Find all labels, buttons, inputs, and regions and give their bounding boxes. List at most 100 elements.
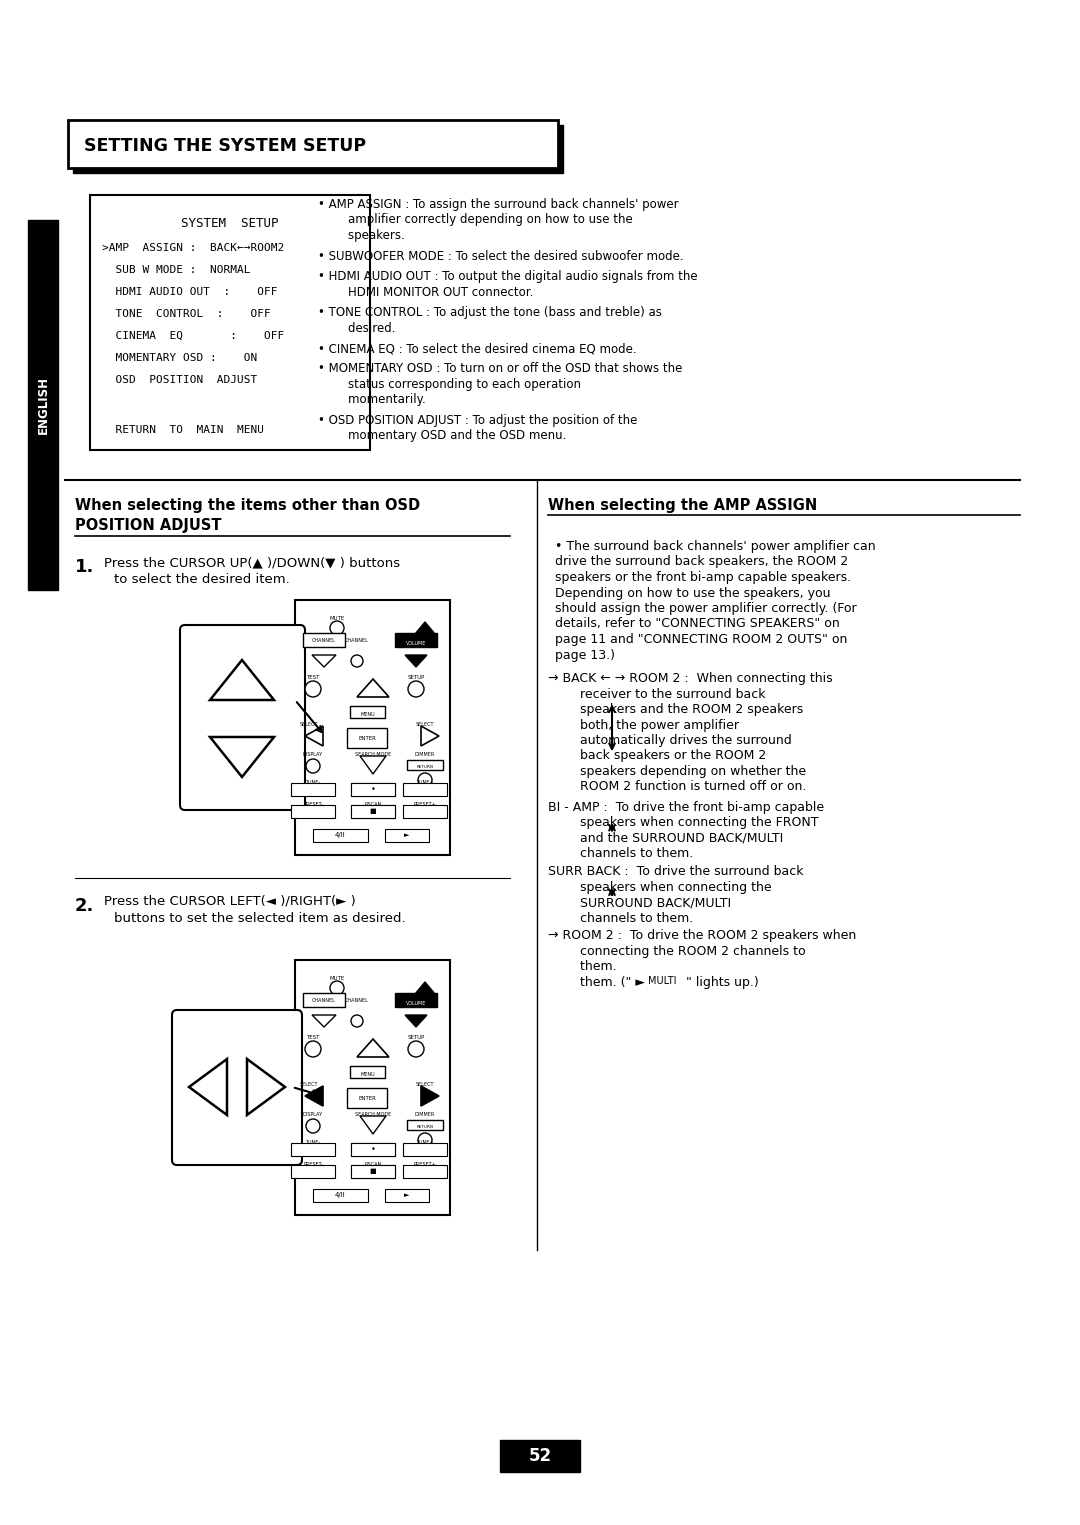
- Text: • AMP ASSIGN : To assign the surround back channels' power: • AMP ASSIGN : To assign the surround ba…: [318, 198, 678, 210]
- Text: speakers when connecting the: speakers when connecting the: [548, 880, 771, 894]
- Text: CINEMA  EQ       :    OFF: CINEMA EQ : OFF: [102, 331, 284, 342]
- Text: " lights up.): " lights up.): [686, 976, 759, 990]
- Bar: [350, 1066, 384, 1078]
- Bar: [303, 633, 345, 647]
- Bar: [351, 1165, 395, 1177]
- Text: Press the CURSOR LEFT(◄ )/RIGHT(► ): Press the CURSOR LEFT(◄ )/RIGHT(► ): [104, 895, 355, 907]
- Text: • TONE CONTROL : To adjust the tone (bass and treble) as: • TONE CONTROL : To adjust the tone (bas…: [318, 307, 662, 319]
- Text: ENTER: ENTER: [359, 1095, 376, 1101]
- Text: VOLUME: VOLUME: [406, 1000, 427, 1007]
- Text: ENGLISH: ENGLISH: [37, 377, 50, 435]
- Polygon shape: [360, 1116, 386, 1135]
- Text: VOLUME: VOLUME: [406, 640, 427, 647]
- Text: RETURN: RETURN: [417, 1125, 433, 1128]
- Text: momentarily.: momentarily.: [318, 393, 426, 407]
- Bar: [303, 993, 345, 1007]
- Text: TUNE-: TUNE-: [306, 1141, 321, 1145]
- Circle shape: [306, 1119, 320, 1133]
- Text: TEST: TEST: [307, 676, 320, 680]
- Text: • OSD POSITION ADJUST : To adjust the position of the: • OSD POSITION ADJUST : To adjust the po…: [318, 413, 637, 427]
- Bar: [351, 782, 395, 796]
- Bar: [291, 805, 335, 817]
- Circle shape: [418, 1133, 432, 1147]
- Text: speakers.: speakers.: [318, 229, 405, 242]
- Polygon shape: [415, 982, 435, 994]
- Text: CHANNEL: CHANNEL: [312, 637, 336, 644]
- Text: ■: ■: [369, 1168, 376, 1174]
- Bar: [295, 961, 450, 1215]
- Polygon shape: [189, 1058, 227, 1115]
- Polygon shape: [405, 1016, 427, 1026]
- Text: and the SURROUND BACK/MULTI: and the SURROUND BACK/MULTI: [548, 831, 783, 845]
- Text: back speakers or the ROOM 2: back speakers or the ROOM 2: [548, 749, 766, 762]
- Text: receiver to the surround back: receiver to the surround back: [548, 688, 766, 700]
- Text: OSD  POSITION  ADJUST: OSD POSITION ADJUST: [102, 375, 257, 384]
- Text: SYSTEM  SETUP: SYSTEM SETUP: [181, 217, 279, 230]
- Text: ►: ►: [404, 833, 409, 839]
- Text: → BACK ← → ROOM 2 :  When connecting this: → BACK ← → ROOM 2 : When connecting this: [548, 673, 833, 685]
- Text: RETURN: RETURN: [417, 766, 433, 769]
- Text: When selecting the AMP ASSIGN: When selecting the AMP ASSIGN: [548, 499, 818, 512]
- Polygon shape: [357, 679, 389, 697]
- Text: speakers and the ROOM 2 speakers: speakers and the ROOM 2 speakers: [548, 703, 804, 717]
- Text: page 11 and "CONNECTING ROOM 2 OUTS" on: page 11 and "CONNECTING ROOM 2 OUTS" on: [555, 633, 848, 647]
- Bar: [407, 759, 443, 770]
- Bar: [350, 706, 384, 718]
- Text: them. (" ►: them. (" ►: [548, 976, 649, 990]
- Bar: [395, 633, 437, 647]
- Text: SELECT: SELECT: [416, 721, 434, 727]
- Polygon shape: [247, 1058, 285, 1115]
- Bar: [291, 1165, 335, 1177]
- Text: 2.: 2.: [75, 897, 94, 915]
- Text: speakers or the front bi-amp capable speakers.: speakers or the front bi-amp capable spe…: [555, 570, 851, 584]
- Polygon shape: [312, 656, 336, 666]
- Bar: [313, 1190, 368, 1202]
- Bar: [384, 1190, 429, 1202]
- Text: • HDMI AUDIO OUT : To output the digital audio signals from the: • HDMI AUDIO OUT : To output the digital…: [318, 270, 698, 284]
- Text: SETUP: SETUP: [407, 1035, 424, 1040]
- Bar: [351, 782, 395, 796]
- Text: SELECT: SELECT: [300, 1083, 319, 1087]
- Text: page 13.): page 13.): [555, 648, 615, 662]
- Circle shape: [305, 682, 321, 697]
- Text: to select the desired item.: to select the desired item.: [114, 573, 289, 586]
- Polygon shape: [312, 1016, 336, 1026]
- Text: 4/II: 4/II: [335, 833, 346, 839]
- Text: BI - AMP :  To drive the front bi-amp capable: BI - AMP : To drive the front bi-amp cap…: [548, 801, 824, 813]
- Bar: [351, 805, 395, 817]
- Text: SURR BACK :  To drive the surround back: SURR BACK : To drive the surround back: [548, 865, 804, 878]
- Text: PRESET+: PRESET+: [414, 802, 436, 807]
- Polygon shape: [305, 1086, 323, 1106]
- Polygon shape: [357, 1039, 389, 1057]
- Bar: [403, 1144, 447, 1156]
- Polygon shape: [405, 656, 427, 666]
- Text: both, the power amplifier: both, the power amplifier: [548, 718, 739, 732]
- Polygon shape: [421, 1086, 438, 1106]
- Text: ■: ■: [369, 808, 376, 814]
- Text: SELECT: SELECT: [300, 721, 319, 727]
- Text: HDMI MONITOR OUT connector.: HDMI MONITOR OUT connector.: [318, 285, 534, 299]
- Polygon shape: [305, 726, 323, 746]
- Text: should assign the power amplifier correctly. (For: should assign the power amplifier correc…: [555, 602, 856, 615]
- Text: P.SCAN: P.SCAN: [364, 1162, 381, 1167]
- Bar: [384, 830, 429, 842]
- Text: TONE  CONTROL  :    OFF: TONE CONTROL : OFF: [102, 310, 271, 319]
- Text: TUNE-: TUNE-: [306, 779, 321, 785]
- Circle shape: [305, 1042, 321, 1057]
- Text: When selecting the items other than OSD: When selecting the items other than OSD: [75, 499, 420, 512]
- Text: SETUP: SETUP: [407, 676, 424, 680]
- Circle shape: [330, 621, 345, 634]
- Bar: [73, 125, 563, 172]
- Text: drive the surround back speakers, the ROOM 2: drive the surround back speakers, the RO…: [555, 555, 848, 569]
- Text: → ROOM 2 :  To drive the ROOM 2 speakers when: → ROOM 2 : To drive the ROOM 2 speakers …: [548, 930, 856, 942]
- Bar: [347, 1087, 387, 1109]
- Text: MOMENTARY OSD :    ON: MOMENTARY OSD : ON: [102, 352, 257, 363]
- Text: channels to them.: channels to them.: [548, 912, 693, 924]
- Polygon shape: [210, 737, 274, 778]
- Text: SEARCH MODE: SEARCH MODE: [355, 752, 391, 756]
- Text: MENU: MENU: [361, 712, 376, 717]
- Bar: [90, 195, 370, 450]
- Bar: [407, 1119, 443, 1130]
- Text: momentary OSD and the OSD menu.: momentary OSD and the OSD menu.: [318, 430, 566, 442]
- Text: channels to them.: channels to them.: [548, 846, 693, 860]
